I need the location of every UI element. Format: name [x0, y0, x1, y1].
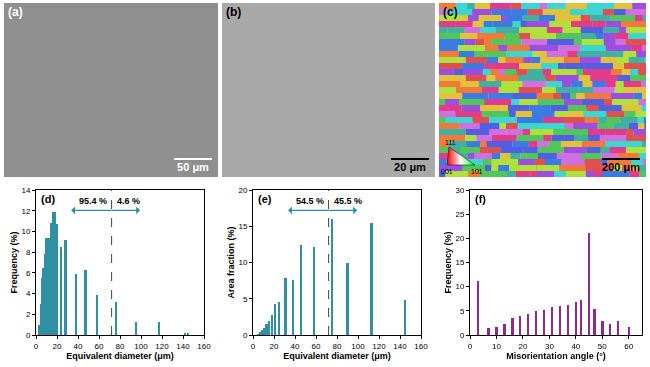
- svg-text:(d): (d): [41, 193, 55, 205]
- svg-text:45.5 %: 45.5 %: [334, 196, 362, 206]
- svg-text:140: 140: [393, 342, 407, 351]
- svg-text:100: 100: [134, 342, 148, 351]
- svg-text:0: 0: [26, 331, 31, 340]
- html-text:200 μm: 200 μm: [602, 161, 640, 173]
- svg-text:30: 30: [545, 342, 554, 351]
- svg-text:Frequency (%): Frequency (%): [443, 231, 453, 293]
- svg-text:12: 12: [21, 207, 30, 216]
- svg-text:Misorientation angle (°): Misorientation angle (°): [506, 351, 606, 361]
- svg-text:40: 40: [291, 342, 300, 351]
- html-text:(a): (a): [8, 5, 23, 19]
- svg-text:Frequency (%): Frequency (%): [9, 231, 19, 293]
- svg-text:0: 0: [468, 342, 473, 351]
- svg-text:20: 20: [53, 342, 62, 351]
- svg-text:6: 6: [26, 269, 31, 278]
- svg-text:40: 40: [571, 342, 580, 351]
- svg-text:(f): (f): [475, 193, 486, 205]
- svg-text:10: 10: [21, 227, 30, 236]
- svg-text:4.6 %: 4.6 %: [117, 196, 140, 206]
- svg-text:160: 160: [414, 342, 428, 351]
- svg-text:40: 40: [74, 342, 83, 351]
- svg-text:5: 5: [243, 295, 248, 304]
- svg-text:60: 60: [95, 342, 104, 351]
- svg-text:001: 001: [441, 168, 453, 175]
- svg-text:Equivalent diameter (μm): Equivalent diameter (μm): [283, 351, 391, 361]
- svg-text:2: 2: [26, 310, 31, 319]
- svg-text:160: 160: [197, 342, 211, 351]
- svg-text:25: 25: [455, 210, 464, 219]
- svg-text:60: 60: [624, 342, 633, 351]
- svg-text:30: 30: [455, 186, 464, 195]
- svg-text:120: 120: [155, 342, 169, 351]
- svg-text:10: 10: [455, 282, 464, 291]
- svg-text:5: 5: [460, 307, 465, 316]
- svg-text:20: 20: [518, 342, 527, 351]
- svg-text:140: 140: [176, 342, 190, 351]
- svg-text:120: 120: [372, 342, 386, 351]
- svg-text:0: 0: [460, 331, 465, 340]
- svg-text:10: 10: [492, 342, 501, 351]
- svg-text:0: 0: [251, 342, 256, 351]
- svg-text:15: 15: [238, 222, 247, 231]
- html-text:20 μm: 20 μm: [394, 161, 426, 173]
- svg-text:(e): (e): [258, 193, 272, 205]
- svg-text:0: 0: [34, 342, 39, 351]
- html-text:50 μm: 50 μm: [177, 161, 209, 173]
- svg-text:15: 15: [455, 258, 464, 267]
- svg-text:14: 14: [21, 186, 30, 195]
- svg-text:8: 8: [26, 248, 31, 257]
- svg-text:20: 20: [270, 342, 279, 351]
- svg-text:10: 10: [238, 258, 247, 267]
- svg-text:111: 111: [445, 139, 456, 146]
- svg-text:20: 20: [455, 234, 464, 243]
- html-text:(b): (b): [226, 5, 242, 19]
- svg-text:100: 100: [351, 342, 365, 351]
- svg-text:50: 50: [598, 342, 607, 351]
- svg-text:20: 20: [238, 186, 247, 195]
- svg-text:95.4 %: 95.4 %: [79, 196, 107, 206]
- svg-text:60: 60: [312, 342, 321, 351]
- svg-text:Equivalent diameter (μm): Equivalent diameter (μm): [66, 351, 174, 361]
- svg-text:80: 80: [116, 342, 125, 351]
- svg-text:0: 0: [243, 331, 248, 340]
- svg-text:80: 80: [333, 342, 342, 351]
- svg-text:101: 101: [471, 168, 483, 175]
- html-text:(c): (c): [443, 5, 458, 19]
- svg-text:54.5 %: 54.5 %: [296, 196, 324, 206]
- svg-text:Area fraction (%): Area fraction (%): [226, 226, 236, 298]
- svg-text:4: 4: [26, 289, 31, 298]
